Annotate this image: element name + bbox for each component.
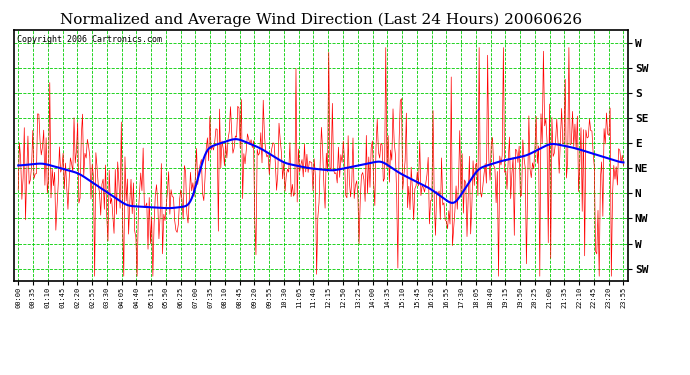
Text: Copyright 2006 Cartronics.com: Copyright 2006 Cartronics.com	[17, 35, 162, 44]
Title: Normalized and Average Wind Direction (Last 24 Hours) 20060626: Normalized and Average Wind Direction (L…	[60, 13, 582, 27]
